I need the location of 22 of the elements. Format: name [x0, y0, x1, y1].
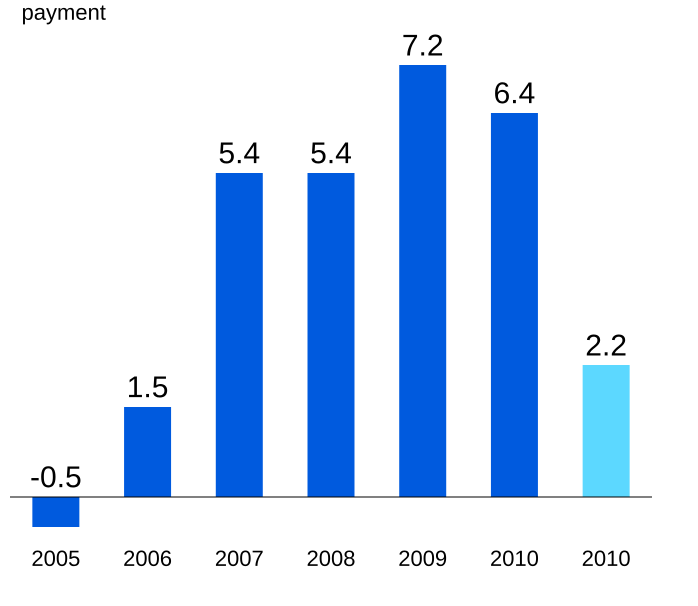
- data-label: -0.5: [31, 466, 80, 488]
- bar: [216, 173, 263, 497]
- x-tick-label: 2010: [491, 550, 538, 566]
- bar: [32, 497, 80, 527]
- data-label: 1.5: [129, 376, 168, 398]
- x-tick-label: 2005: [32, 550, 80, 566]
- x-tick-label: 2007: [216, 550, 263, 566]
- bar: [582, 365, 630, 497]
- bar: [490, 113, 538, 497]
- data-label: 7.2: [403, 34, 442, 56]
- data-label: 5.4: [311, 142, 351, 164]
- data-label: 2.2: [586, 334, 626, 356]
- data-label: 5.4: [220, 142, 260, 164]
- chart-title: payment: [22, 6, 106, 24]
- x-tick-label: 2009: [399, 550, 446, 566]
- x-tick-label: 2008: [308, 550, 355, 566]
- x-tick-label: 2006: [124, 550, 172, 566]
- x-tick-label: 2010: [582, 550, 630, 566]
- bar: [124, 407, 172, 497]
- bar: [399, 65, 446, 497]
- bar: [308, 173, 354, 497]
- data-label: 6.4: [495, 82, 534, 104]
